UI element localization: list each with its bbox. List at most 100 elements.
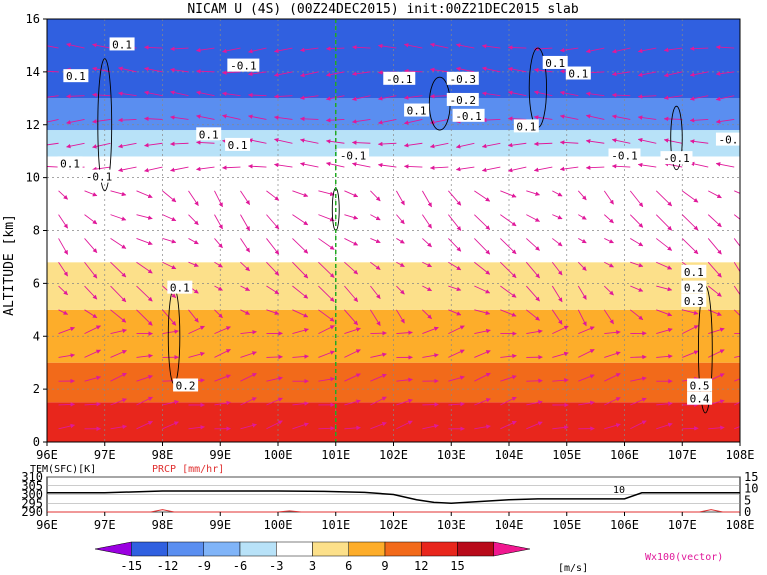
panel-x-tick-label-10: 106E [610,518,639,532]
vector-234 [377,119,397,125]
vector-48 [92,92,111,98]
panel-right-tick-0: 15 [744,470,758,484]
contour-label-bg-21 [681,280,707,294]
vector-1 [58,402,75,407]
vector-78 [162,190,177,203]
panel-left-tick-2: 300 [21,488,43,502]
vector-281 [474,214,491,230]
vector-269 [429,94,449,99]
vector-317 [507,166,527,173]
vector-450 [733,238,740,252]
vector-legend: Wx100(vector) [645,552,723,563]
x-tick-label-1: 97E [94,448,116,462]
panel-left-tick-1: 305 [21,479,43,493]
vector-105 [214,349,231,358]
vector-161 [292,238,309,254]
contour-label-19: 0.1 [170,282,190,295]
vector-310 [526,329,543,335]
vector-199 [325,139,345,144]
panel-x-tick-label-8: 104E [495,518,524,532]
vector-97 [170,141,189,147]
vector-384 [629,190,644,208]
vector-376 [630,376,647,382]
colorbar-label-7: 9 [381,559,388,573]
vector-278 [474,285,491,294]
vector-254 [403,43,423,49]
vector-202 [325,71,345,77]
vector-267 [429,142,449,149]
vector-333 [552,190,563,197]
vector-241 [422,353,439,358]
vector-335 [533,141,553,147]
vector-222 [396,398,413,406]
vector-292 [500,353,517,359]
vector-10 [58,190,68,200]
contour-label-bg-1 [227,58,260,72]
vector-437 [689,139,709,144]
x-axis-main: 96E 97E 98E 99E 100E 101E 102E 103E 104E 105E 106E… [36,442,754,462]
vector-260 [448,309,462,316]
vector-441 [689,46,709,51]
contour-label-14: -0.1 [611,149,638,162]
vector-247 [422,214,432,229]
vector-61 [136,190,153,198]
vector-258 [448,349,465,358]
vector-428 [708,349,725,358]
vector-195 [344,238,359,246]
contour-label-1: -0.1 [230,60,257,73]
vector-27 [84,190,98,197]
vector-280 [474,238,491,255]
vector-351 [559,166,579,172]
contour-label-bg-5 [542,55,568,69]
vector-401 [655,190,673,207]
vector-275 [474,350,491,358]
vector-116 [196,90,215,97]
vector-60 [136,214,153,220]
vector-225 [396,330,413,335]
vector-259 [448,325,465,335]
contour-label-bg-7 [446,92,479,106]
vector-320 [507,90,527,97]
colorbar-label-0: -15 [120,559,142,573]
vector-294 [500,309,517,317]
contour-label-20: 0.1 [684,266,704,279]
vector-391 [656,422,673,430]
panel-x-tick-label-0: 96E [36,518,58,532]
contour-label-3: -0.1 [386,73,413,86]
vector-137 [266,397,283,406]
vector-193 [344,285,359,302]
vector-49 [92,66,111,73]
y-tick-label-7: 14 [26,65,40,79]
contour-labels: 0.1-0.10.1 -0.1 -0.30.10.1-0.20.1 -0.10.10.… [57,37,741,406]
vector-121 [240,373,257,382]
contour-label-4: -0.3 [450,73,477,86]
x-tick-label-7: 103E [437,448,466,462]
vector-138 [266,376,283,382]
colorbar-seg-9 [421,541,458,557]
y-tick-label-5: 10 [26,171,40,185]
vector-177 [318,261,335,278]
contour-label-bg-14 [608,148,641,162]
vector-13 [47,119,59,123]
vector-38 [110,328,127,335]
panel-x-tick-label-6: 102E [379,518,408,532]
vector-343 [578,349,595,358]
y-tick-label-2: 4 [33,329,40,343]
vector-363 [603,285,614,296]
vector-348 [578,238,587,244]
vector-392 [656,401,673,406]
contour-label-18: -0.1 [86,171,113,184]
colorbar-seg-4 [239,541,277,557]
vector-164 [273,162,293,168]
contour-label-22: 0.3 [684,295,704,308]
vector-370 [585,114,605,120]
vector-304 [481,66,501,73]
vector-94 [188,214,199,226]
vector-115 [196,114,215,120]
vector-345 [577,309,587,327]
vector-65 [118,91,137,97]
contour-label-bg-23 [173,378,199,392]
vector-50 [92,43,111,49]
vector-158 [292,309,309,318]
